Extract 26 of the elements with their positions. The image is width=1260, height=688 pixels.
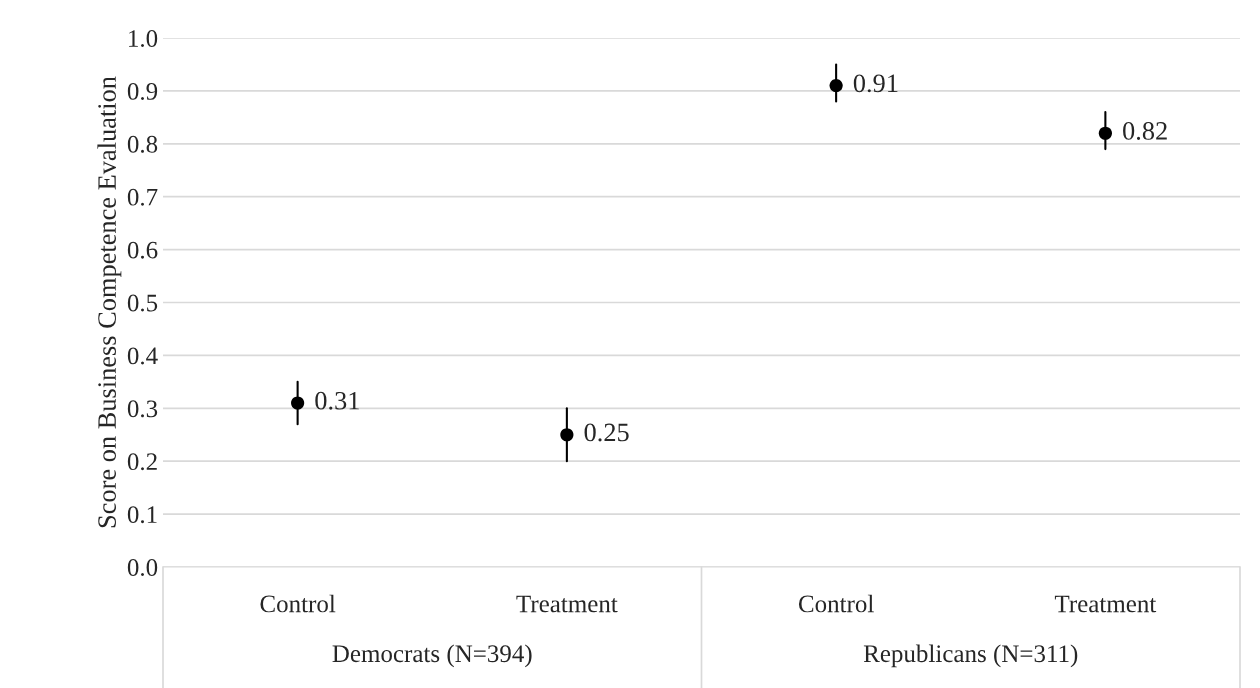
- y-axis-title: Score on Business Competence Evaluation: [97, 76, 122, 528]
- y-tick-label: 0.9: [127, 82, 158, 100]
- data-label: 0.31: [315, 391, 359, 410]
- point: [829, 79, 843, 93]
- x-tick-label: Control: [260, 594, 336, 613]
- text: Democrats (N=394): [332, 644, 532, 668]
- y-tick-label: 0.6: [127, 241, 158, 259]
- y-tick-label: 0.0: [127, 559, 158, 577]
- x-tick-label: Treatment: [516, 595, 618, 613]
- x-tick-label: Control: [798, 594, 874, 613]
- y-tick-label: 0.8: [127, 135, 158, 153]
- data-label: 0.82: [1123, 122, 1167, 140]
- point: [291, 396, 305, 410]
- y-tick-label: 0.4: [127, 347, 158, 365]
- y-tick-label: 0.1: [127, 506, 157, 524]
- y-tick-label: 1.0: [129, 30, 158, 48]
- point: [560, 428, 574, 442]
- point: [1098, 126, 1112, 140]
- text: Republicans (N=311): [863, 644, 1078, 668]
- x-tick-label: Treatment: [1054, 595, 1157, 613]
- data-label: 0.25: [584, 423, 629, 442]
- data-label: 0.91: [853, 74, 898, 93]
- y-tick-label: 0.7: [127, 188, 158, 206]
- y-tick-label: 0.5: [127, 294, 158, 312]
- y-tick-label: 0.2: [127, 453, 157, 471]
- y-tick-label: 0.3: [127, 400, 158, 418]
